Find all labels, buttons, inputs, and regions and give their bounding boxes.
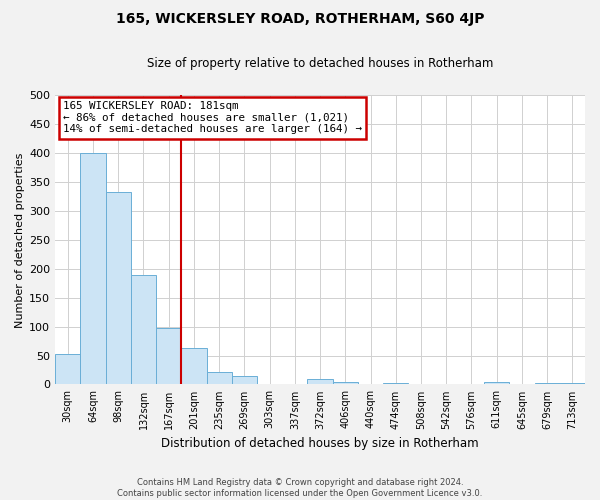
- Bar: [307, 378, 332, 384]
- Bar: [106, 192, 131, 384]
- Bar: [156, 328, 181, 384]
- Title: Size of property relative to detached houses in Rotherham: Size of property relative to detached ho…: [147, 58, 493, 70]
- Bar: [181, 348, 206, 385]
- Bar: [484, 382, 509, 384]
- Text: Contains HM Land Registry data © Crown copyright and database right 2024.
Contai: Contains HM Land Registry data © Crown c…: [118, 478, 482, 498]
- Text: 165 WICKERSLEY ROAD: 181sqm
← 86% of detached houses are smaller (1,021)
14% of : 165 WICKERSLEY ROAD: 181sqm ← 86% of det…: [63, 101, 362, 134]
- Text: 165, WICKERSLEY ROAD, ROTHERHAM, S60 4JP: 165, WICKERSLEY ROAD, ROTHERHAM, S60 4JP: [116, 12, 484, 26]
- X-axis label: Distribution of detached houses by size in Rotherham: Distribution of detached houses by size …: [161, 437, 479, 450]
- Bar: [332, 382, 358, 384]
- Bar: [131, 274, 156, 384]
- Bar: [232, 376, 257, 384]
- Bar: [55, 354, 80, 384]
- Bar: [80, 152, 106, 384]
- Y-axis label: Number of detached properties: Number of detached properties: [15, 152, 25, 328]
- Bar: [206, 372, 232, 384]
